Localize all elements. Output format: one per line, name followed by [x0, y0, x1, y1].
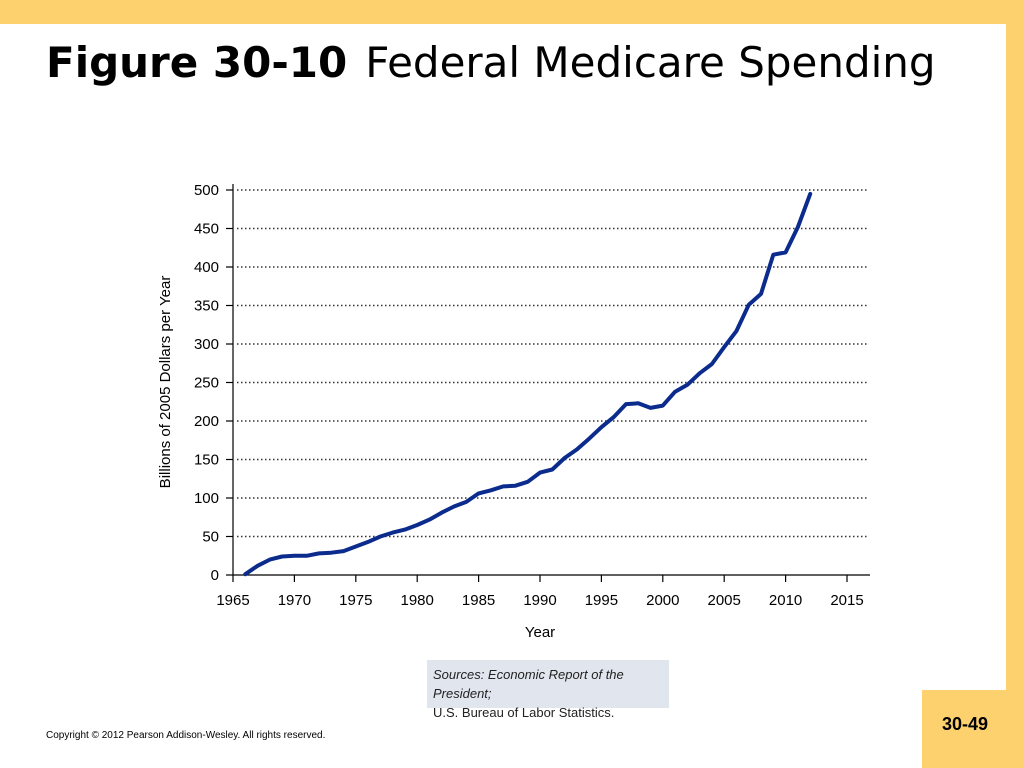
y-tick-label: 350	[194, 298, 219, 315]
sources-line-1: Sources: Economic Report of the Presiden…	[433, 667, 624, 701]
y-tick-label: 250	[194, 375, 219, 392]
x-tick-label: 2005	[708, 592, 741, 609]
axes	[232, 184, 870, 576]
copyright-text: Copyright © 2012 Pearson Addison-Wesley.…	[46, 730, 326, 741]
x-tick-label: 1965	[216, 592, 249, 609]
gridlines	[237, 189, 868, 538]
x-tick-label: 1985	[462, 592, 495, 609]
right-frame-bar	[1006, 0, 1024, 768]
sources-box: Sources: Economic Report of the Presiden…	[427, 660, 669, 720]
y-tick-label: 200	[194, 413, 219, 430]
slide-title: Figure 30-10 Federal Medicare Spending	[46, 38, 946, 88]
x-tick-label: 2015	[830, 592, 863, 609]
y-tick-label: 50	[202, 529, 219, 546]
x-tick-label: 1970	[278, 592, 311, 609]
x-tick-label: 2000	[646, 592, 679, 609]
y-ticks: 0 50 100 150 200 250 300 350 400 450 500	[194, 182, 233, 584]
y-tick-label: 100	[194, 490, 219, 507]
y-tick-label: 300	[194, 336, 219, 353]
series-layer	[243, 191, 813, 577]
figure-number: Figure 30-10	[46, 38, 348, 87]
series-line-0	[243, 191, 813, 577]
y-tick-label: 0	[211, 567, 219, 584]
x-tick-label: 1990	[523, 592, 556, 609]
sources-line-2: U.S. Bureau of Labor Statistics.	[433, 705, 615, 720]
x-axis-label: Year	[525, 624, 555, 641]
y-axis-label: Billions of 2005 Dollars per Year	[157, 276, 174, 489]
x-tick-label: 2010	[769, 592, 802, 609]
x-ticks: 1965 1970 1975 1980 1985 1990 1995 2000 2005 2010…	[216, 575, 864, 609]
page-number-box: 30-49	[922, 690, 1024, 768]
figure-title: Federal Medicare Spending	[365, 38, 936, 87]
page-number: 30-49	[941, 714, 989, 734]
y-tick-label: 150	[194, 452, 219, 469]
x-tick-label: 1980	[401, 592, 434, 609]
x-tick-label: 1995	[585, 592, 618, 609]
y-tick-label: 450	[194, 221, 219, 238]
x-tick-label: 1975	[339, 592, 372, 609]
y-tick-label: 500	[194, 182, 219, 199]
y-tick-label: 400	[194, 259, 219, 276]
top-frame-bar	[0, 0, 1024, 24]
